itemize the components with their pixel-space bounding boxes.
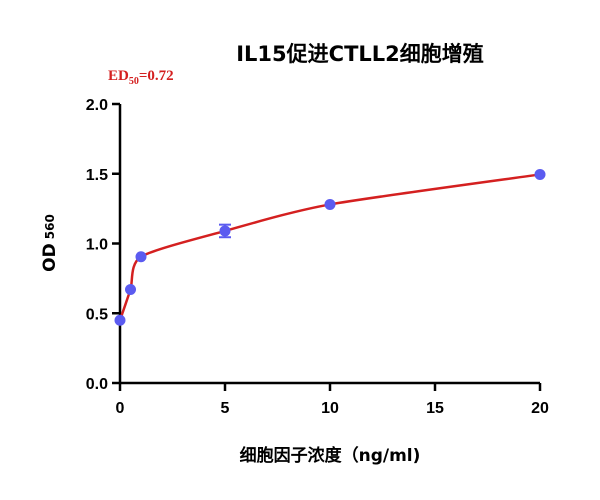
x-tick-label: 10 [321, 400, 339, 417]
data-point [125, 284, 136, 296]
y-tick-label: 0.0 [86, 376, 108, 393]
ed50-value: =0.72 [139, 68, 174, 84]
chart-title: IL15促进CTLL2细胞增殖 [236, 42, 484, 66]
x-tick-label: 0 [116, 400, 125, 417]
x-axis-label: 细胞因子浓度（ng/ml) [240, 445, 421, 466]
y-tick-label: 2.0 [86, 97, 108, 114]
ed50-prefix: ED [108, 68, 129, 84]
x-tick-label: 20 [531, 400, 549, 417]
ed50-annotation: ED50=0.72 [108, 68, 174, 87]
y-tick-label: 0.5 [86, 306, 108, 323]
series-layer [114, 168, 546, 326]
data-point [114, 314, 126, 326]
ticks: 0.0 0.5 1.0 1.5 2.0 0 5 10 15 20 [86, 97, 549, 417]
data-point [135, 251, 147, 263]
x-tick-label: 5 [221, 400, 230, 417]
axes [118, 104, 540, 385]
y-axis-label-sub: 560 [43, 214, 57, 239]
y-axis-label-main: OD [40, 243, 60, 272]
ed50-subscript: 50 [129, 76, 139, 87]
data-point [324, 198, 336, 210]
x-tick-label: 15 [426, 400, 444, 417]
data-point [534, 168, 546, 180]
data-point [219, 225, 231, 237]
y-axis-label: OD 560 [40, 214, 60, 272]
series-line [118, 173, 541, 321]
y-tick-label: 1.0 [86, 237, 108, 254]
y-tick-label: 1.5 [86, 167, 108, 184]
